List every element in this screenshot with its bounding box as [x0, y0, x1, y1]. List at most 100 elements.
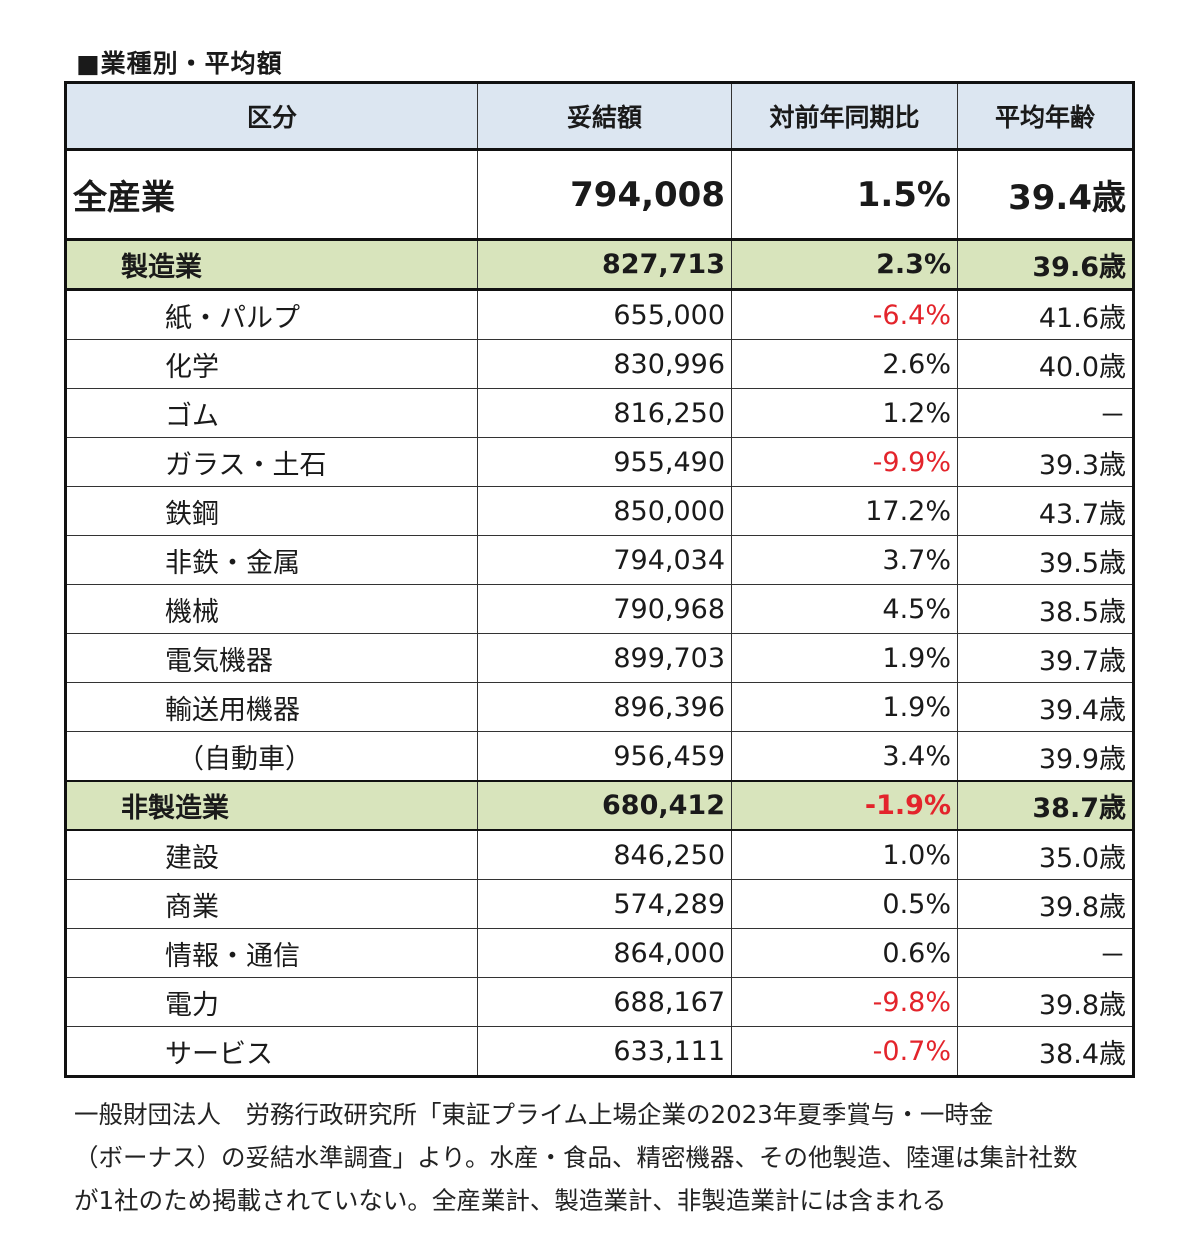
row-amount: 655,000: [477, 289, 732, 340]
header-row: 区分 妥結額 対前年同期比 平均年齢: [65, 82, 1134, 151]
row-age: 39.6歳: [957, 238, 1134, 291]
table-row: ガラス・土石 955,490 -9.9% 39.3歳: [65, 437, 1134, 487]
table-body: 全産業 794,008 1.5% 39.4歳 製造業 827,713 2.3% 39.6歳 紙・…: [65, 149, 1134, 1077]
table-row: 電力 688,167 -9.8% 39.8歳: [65, 977, 1134, 1027]
row-age: 39.9歳: [957, 731, 1134, 782]
row-age: 39.8歳: [957, 977, 1134, 1027]
row-yoy: 1.5%: [731, 149, 958, 241]
table-row: 紙・パルプ 655,000 -6.4% 41.6歳: [65, 289, 1134, 340]
table-row: 建設 846,250 1.0% 35.0歳: [65, 830, 1134, 880]
row-label: 輸送用機器: [65, 682, 478, 732]
row-yoy: 0.5%: [731, 879, 958, 929]
row-label: 情報・通信: [65, 928, 478, 978]
row-amount: 899,703: [477, 633, 732, 683]
row-age: 39.3歳: [957, 437, 1134, 487]
header-category: 区分: [65, 82, 478, 151]
row-label: 非鉄・金属: [65, 535, 478, 585]
table-row: 全産業 794,008 1.5% 39.4歳: [65, 149, 1134, 241]
table-row: ゴム 816,250 1.2% －: [65, 388, 1134, 438]
row-yoy: 2.6%: [731, 339, 958, 389]
row-label: 電気機器: [65, 633, 478, 683]
row-label: 紙・パルプ: [65, 289, 478, 340]
row-yoy: -6.4%: [731, 289, 958, 340]
row-age: 39.4歳: [957, 682, 1134, 732]
row-label: サービス: [65, 1026, 478, 1077]
row-amount: 896,396: [477, 682, 732, 732]
row-age: 38.4歳: [957, 1026, 1134, 1077]
row-label: ゴム: [65, 388, 478, 438]
row-amount: 830,996: [477, 339, 732, 389]
row-label: 全産業: [65, 149, 478, 241]
row-yoy: -9.9%: [731, 437, 958, 487]
header-age: 平均年齢: [957, 82, 1134, 151]
row-amount: 680,412: [477, 780, 732, 831]
row-age: －: [957, 388, 1134, 438]
table-row: サービス 633,111 -0.7% 38.4歳: [65, 1026, 1134, 1077]
row-age: 39.8歳: [957, 879, 1134, 929]
row-age: 38.5歳: [957, 584, 1134, 634]
row-yoy: 1.0%: [731, 830, 958, 880]
row-age: 39.5歳: [957, 535, 1134, 585]
row-label: 建設: [65, 830, 478, 880]
table-row: 非鉄・金属 794,034 3.7% 39.5歳: [65, 535, 1134, 585]
row-age: －: [957, 928, 1134, 978]
header-amount: 妥結額: [477, 82, 732, 151]
table-row: 電気機器 899,703 1.9% 39.7歳: [65, 633, 1134, 683]
row-age: 41.6歳: [957, 289, 1134, 340]
row-amount: 846,250: [477, 830, 732, 880]
row-yoy: 1.2%: [731, 388, 958, 438]
row-age: 40.0歳: [957, 339, 1134, 389]
row-yoy: -9.8%: [731, 977, 958, 1027]
table-title: ■業種別・平均額: [76, 49, 283, 78]
row-label: ガラス・土石: [65, 437, 478, 487]
row-yoy: 1.9%: [731, 682, 958, 732]
row-amount: 794,034: [477, 535, 732, 585]
row-amount: 827,713: [477, 238, 732, 291]
row-age: 43.7歳: [957, 486, 1134, 536]
row-amount: 633,111: [477, 1026, 732, 1077]
table-row: 鉄鋼 850,000 17.2% 43.7歳: [65, 486, 1134, 536]
row-label: 商業: [65, 879, 478, 929]
row-age: 39.7歳: [957, 633, 1134, 683]
table-row: 情報・通信 864,000 0.6% －: [65, 928, 1134, 978]
row-amount: 864,000: [477, 928, 732, 978]
row-label: （自動車）: [65, 731, 478, 782]
row-amount: 955,490: [477, 437, 732, 487]
row-amount: 790,968: [477, 584, 732, 634]
row-yoy: 3.7%: [731, 535, 958, 585]
table-row: 非製造業 680,412 -1.9% 38.7歳: [65, 780, 1134, 831]
note-line-2: （ボーナス）の妥結水準調査」より。水産・食品、精密機器、その他製造、陸運は集計社…: [74, 1143, 1078, 1172]
note-line-3: が1社のため掲載されていない。全産業計、製造業計、非製造業計には含まれる: [74, 1186, 947, 1215]
row-yoy: 2.3%: [731, 238, 958, 291]
row-yoy: 17.2%: [731, 486, 958, 536]
source-note: 一般財団法人 労務行政研究所「東証プライム上場企業の2023年夏季賞与・一時金 …: [74, 1093, 1164, 1222]
table-row: 化学 830,996 2.6% 40.0歳: [65, 339, 1134, 389]
row-age: 38.7歳: [957, 780, 1134, 831]
row-label: 鉄鋼: [65, 486, 478, 536]
row-amount: 574,289: [477, 879, 732, 929]
bonus-table: 区分 妥結額 対前年同期比 平均年齢 全産業 794,008 1.5% 39.4歳 製造…: [64, 81, 1135, 1078]
row-amount: 688,167: [477, 977, 732, 1027]
row-amount: 956,459: [477, 731, 732, 782]
row-yoy: -0.7%: [731, 1026, 958, 1077]
row-label: 非製造業: [65, 780, 478, 831]
row-age: 39.4歳: [957, 149, 1134, 241]
row-yoy: 1.9%: [731, 633, 958, 683]
row-label: 電力: [65, 977, 478, 1027]
table-row: 製造業 827,713 2.3% 39.6歳: [65, 238, 1134, 291]
table-row: 輸送用機器 896,396 1.9% 39.4歳: [65, 682, 1134, 732]
row-amount: 850,000: [477, 486, 732, 536]
row-amount: 816,250: [477, 388, 732, 438]
header-yoy: 対前年同期比: [731, 82, 958, 151]
note-line-1: 一般財団法人 労務行政研究所「東証プライム上場企業の2023年夏季賞与・一時金: [74, 1100, 994, 1129]
row-amount: 794,008: [477, 149, 732, 241]
row-label: 機械: [65, 584, 478, 634]
row-label: 製造業: [65, 238, 478, 291]
row-yoy: 3.4%: [731, 731, 958, 782]
table-row: 商業 574,289 0.5% 39.8歳: [65, 879, 1134, 929]
row-age: 35.0歳: [957, 830, 1134, 880]
row-yoy: 4.5%: [731, 584, 958, 634]
table-row: （自動車） 956,459 3.4% 39.9歳: [65, 731, 1134, 782]
row-yoy: -1.9%: [731, 780, 958, 831]
row-yoy: 0.6%: [731, 928, 958, 978]
